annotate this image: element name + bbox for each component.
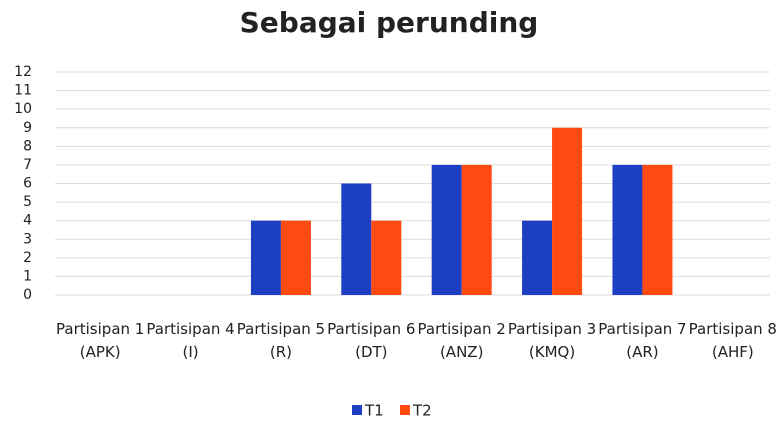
bar (371, 220, 402, 295)
x-tick-label: Partisipan 7 (AR) (598, 320, 687, 361)
y-tick-label: 10 (14, 101, 32, 117)
y-tick-label: 2 (23, 250, 32, 266)
y-tick-label: 7 (23, 157, 32, 173)
legend-label: T2 (412, 402, 432, 420)
y-tick-label: 4 (23, 213, 32, 229)
bar (552, 127, 583, 295)
x-tick-label: Partisipan 1 (APK) (56, 320, 145, 361)
chart-title: Sebagai perunding (240, 6, 539, 39)
x-tick-label: Partisipan 5 (R) (236, 320, 326, 361)
y-tick-label: 9 (23, 120, 32, 136)
legend-swatch (352, 405, 362, 415)
x-tick-label: Partisipan 3 (KMQ) (507, 320, 597, 361)
bar (522, 220, 553, 295)
bar (341, 183, 372, 295)
x-tick-label: Partisipan 6 (DT) (327, 320, 416, 361)
bar (461, 164, 492, 295)
y-tick-label: 8 (23, 138, 32, 154)
y-tick-label: 6 (23, 176, 32, 192)
y-tick-label: 12 (14, 64, 32, 80)
y-tick-label: 11 (14, 83, 32, 99)
bar (431, 164, 462, 295)
y-tick-label: 1 (23, 268, 32, 284)
bar (250, 220, 281, 295)
y-tick-label: 0 (23, 287, 32, 303)
y-tick-label: 5 (23, 194, 32, 210)
bar (280, 220, 311, 295)
bar (642, 164, 673, 295)
bar (612, 164, 643, 295)
legend-swatch (400, 405, 410, 415)
x-tick-label: Partisipan 2 (ANZ) (417, 320, 506, 361)
legend-label: T1 (364, 402, 384, 420)
y-tick-label: 3 (23, 231, 32, 247)
x-tick-label: Partisipan 8 (AHF) (688, 320, 777, 361)
x-tick-label: Partisipan 4 (I) (146, 320, 235, 361)
